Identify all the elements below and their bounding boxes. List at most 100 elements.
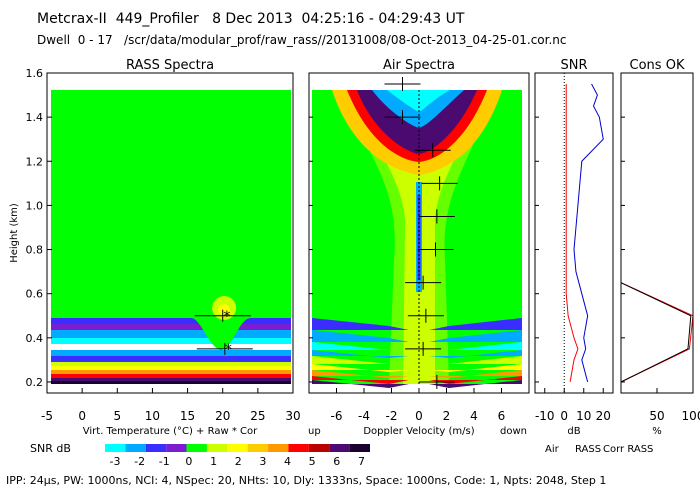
- legend-title: SNR dB: [30, 442, 71, 455]
- header-title: Metcrax-II 449_Profiler 8 Dec 2013 04:25…: [37, 11, 465, 27]
- legend-tick-label: 1: [210, 455, 217, 468]
- legend-tick-label: 7: [358, 455, 365, 468]
- legend-swatch: [105, 444, 126, 452]
- panel-title: RASS Spectra: [126, 58, 214, 73]
- legend-swatch: [125, 444, 146, 452]
- legend-swatch: [206, 444, 228, 452]
- x-tick-label: 20: [215, 409, 230, 423]
- rass-band-cell: [51, 381, 291, 384]
- legend-tick-label: 4: [284, 455, 291, 468]
- panel-frame: [534, 72, 614, 394]
- y-tick-label: 0.4: [26, 332, 44, 345]
- snr-legend-item: Corr RASS: [603, 444, 653, 455]
- panel-title: SNR: [560, 58, 587, 73]
- x-tick-label: 6: [498, 409, 506, 423]
- x-tick-label: 2: [443, 409, 451, 423]
- x-tick-label: 10: [576, 409, 591, 423]
- rass-band-cell: [51, 370, 291, 374]
- x-axis-label: dB: [567, 426, 580, 437]
- corrected-temperature-marker: *: [225, 342, 232, 358]
- cons-ok-panel: Cons OK 50 100%: [620, 58, 700, 437]
- x-tick-label: 5: [113, 409, 121, 423]
- snr-series-line: [565, 84, 579, 383]
- legend-swatch: [227, 444, 248, 452]
- air-core-cell: [417, 195, 421, 280]
- y-tick-label: 1.6: [26, 67, 44, 80]
- legend-swatch: [329, 444, 350, 452]
- x-tick-label: -10: [535, 409, 555, 423]
- snr-panel: SNR -10 0 10 20 dB Air RASS Corr RASS: [534, 58, 653, 455]
- header-dwell-path: Dwell 0 - 17 /scr/data/modular_prof/raw_…: [37, 33, 567, 47]
- y-tick-label: 1.2: [26, 155, 44, 168]
- rass-gap-cell: [191, 318, 251, 350]
- x-tick-label: 50: [649, 409, 664, 423]
- air-spectra-panel: Air Spectra -6 -4 -2 0 2 4 6 Doppler Velocity (m…: [308, 58, 530, 437]
- x-tick-label: 4: [470, 409, 478, 423]
- y-tick-label: 1.4: [26, 111, 44, 124]
- legend-swatch: [349, 444, 370, 452]
- corrected-temperature-marker: *: [223, 309, 230, 325]
- legend-swatch: [288, 444, 309, 452]
- rass-band-cell: [51, 338, 291, 344]
- x-tick-label: -6: [331, 409, 343, 423]
- snr-legend-item: Air: [545, 444, 560, 455]
- rass-band-cell: [51, 366, 291, 370]
- x-tick-label: 10: [145, 409, 160, 423]
- air-lower-band-cell: [312, 342, 522, 350]
- x-axis-label: Doppler Velocity (m/s): [363, 426, 474, 437]
- snr-legend-item: RASS: [575, 444, 601, 455]
- rass-band-cell: [51, 350, 291, 356]
- legend-tick-label: 3: [259, 455, 266, 468]
- y-tick-label: 0.8: [26, 244, 44, 257]
- down-label: down: [500, 426, 527, 437]
- legend-tick-label: 2: [235, 455, 242, 468]
- x-tick-label: -4: [358, 409, 370, 423]
- air-lower-band-cell: [312, 356, 522, 364]
- rass-band-cell: [51, 378, 291, 381]
- legend-swatch: [166, 444, 187, 452]
- footer-parameters: IPP: 24μs, PW: 1000ns, NCI: 4, NSpec: 20…: [6, 474, 607, 487]
- legend-swatch: [268, 444, 289, 452]
- x-axis-label: Virt. Temperature (°C) + Raw * Cor: [83, 426, 258, 437]
- x-tick-label: 0: [560, 409, 568, 423]
- snr-color-legend: SNR dB -3 -2 -1 0 1 2 3 4 5 6 7: [30, 442, 370, 468]
- x-tick-label: 100: [682, 409, 700, 423]
- x-tick-label: 25: [250, 409, 265, 423]
- rass-band-cell: [51, 356, 291, 362]
- x-tick-label: 0: [78, 409, 86, 423]
- panel-frame: [620, 72, 694, 394]
- air-lower-band-cell: [312, 376, 522, 384]
- x-tick-label: -5: [41, 409, 53, 423]
- snr-series-line: [573, 83, 604, 383]
- rass-peak-core-cell: [218, 304, 231, 316]
- panel-title: Air Spectra: [383, 58, 455, 73]
- legend-tick-label: 0: [185, 455, 192, 468]
- y-tick-label: 0.2: [26, 376, 44, 389]
- legend-swatch: [247, 444, 269, 452]
- x-tick-label: 15: [180, 409, 195, 423]
- cons-series-line: [620, 282, 692, 383]
- air-top-cell: [387, 90, 450, 112]
- x-axis-label: %: [652, 426, 662, 437]
- rass-band-cell: [51, 324, 291, 330]
- legend-tick-label: -1: [159, 455, 170, 468]
- legend-swatch: [145, 444, 167, 452]
- air-lower-band-cell: [312, 380, 522, 388]
- panel-title: Cons OK: [630, 58, 685, 73]
- rass-band-cell: [51, 374, 291, 378]
- up-label: up: [308, 426, 321, 437]
- legend-tick-label: -3: [110, 455, 121, 468]
- x-tick-label: -2: [386, 409, 398, 423]
- x-tick-label: 30: [285, 409, 300, 423]
- legend-swatch: [186, 444, 207, 452]
- air-lower-band-cell: [312, 318, 522, 330]
- y-tick-label: 1.0: [26, 199, 44, 212]
- air-lower-band-cell: [312, 370, 522, 378]
- x-tick-label: 0: [415, 409, 423, 423]
- legend-swatch: [308, 444, 330, 452]
- legend-tick-label: -2: [134, 455, 145, 468]
- panel-frame: [46, 72, 294, 394]
- air-lower-band-cell: [312, 350, 522, 358]
- legend-tick-label: 5: [309, 455, 316, 468]
